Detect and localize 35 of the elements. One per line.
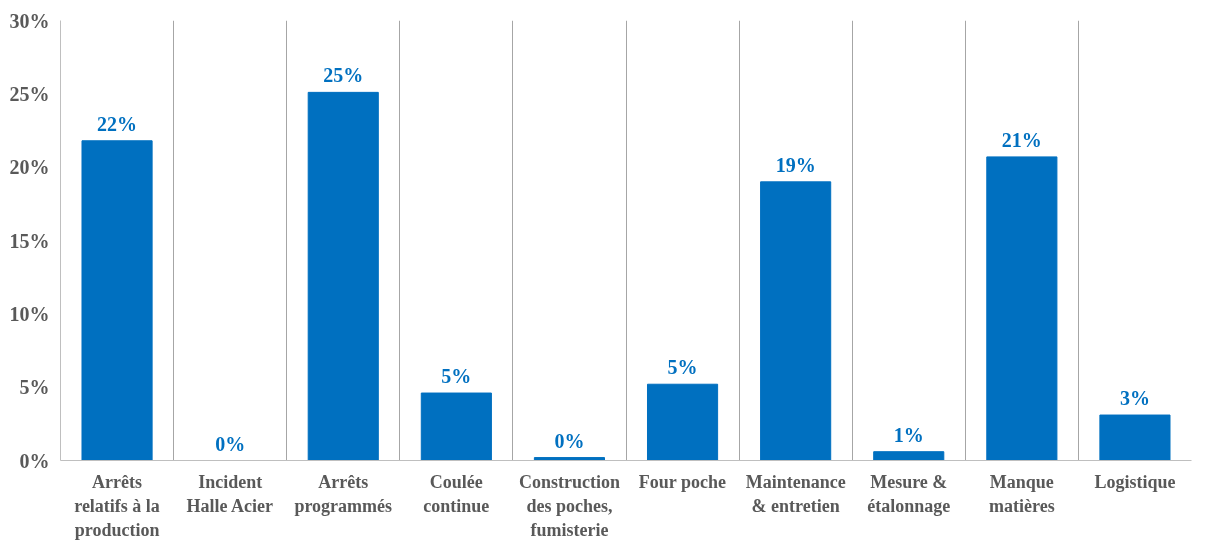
bar — [873, 451, 945, 461]
data-label: 3% — [1119, 387, 1150, 410]
x-tick-label: Mesure & étalonnage — [867, 471, 951, 516]
bar — [760, 181, 832, 461]
data-label: 21% — [1001, 128, 1042, 151]
data-label: 5% — [441, 365, 472, 388]
y-tick-label: 30% — [9, 9, 50, 32]
x-tick-label: Maintenance & entretien — [745, 471, 846, 516]
x-tick-label: Incident Halle Acier — [186, 471, 273, 516]
y-tick-label: 10% — [9, 302, 50, 325]
data-label: 22% — [97, 112, 138, 135]
bar — [986, 156, 1058, 461]
y-tick-label: 20% — [9, 156, 50, 179]
data-label: 5% — [667, 356, 698, 379]
bar — [420, 392, 492, 461]
bar — [307, 91, 379, 461]
x-tick-label: Arrêts programmés — [294, 471, 393, 516]
x-tick-label: Manque matières — [989, 471, 1055, 516]
x-tick-label: Coulée continue — [423, 471, 490, 516]
data-label: 0% — [554, 429, 585, 452]
x-tick-label: Arrêts relatifs à la production — [74, 471, 160, 540]
y-tick-label: 0% — [19, 449, 50, 472]
y-tick-label: 15% — [9, 229, 50, 252]
bar — [81, 140, 153, 461]
data-label: 19% — [775, 153, 816, 176]
data-label: 0% — [215, 432, 246, 455]
bar — [1099, 414, 1171, 461]
bar — [646, 383, 719, 461]
data-label: 25% — [323, 64, 364, 87]
data-label: 1% — [893, 423, 924, 446]
x-tick-label: Four poche — [638, 471, 726, 492]
y-tick-label: 25% — [9, 82, 50, 105]
x-tick-label: Construction des poches, fumisterie — [518, 471, 620, 540]
x-tick-label: Logistique — [1094, 471, 1176, 492]
y-tick-label: 5% — [19, 376, 50, 399]
